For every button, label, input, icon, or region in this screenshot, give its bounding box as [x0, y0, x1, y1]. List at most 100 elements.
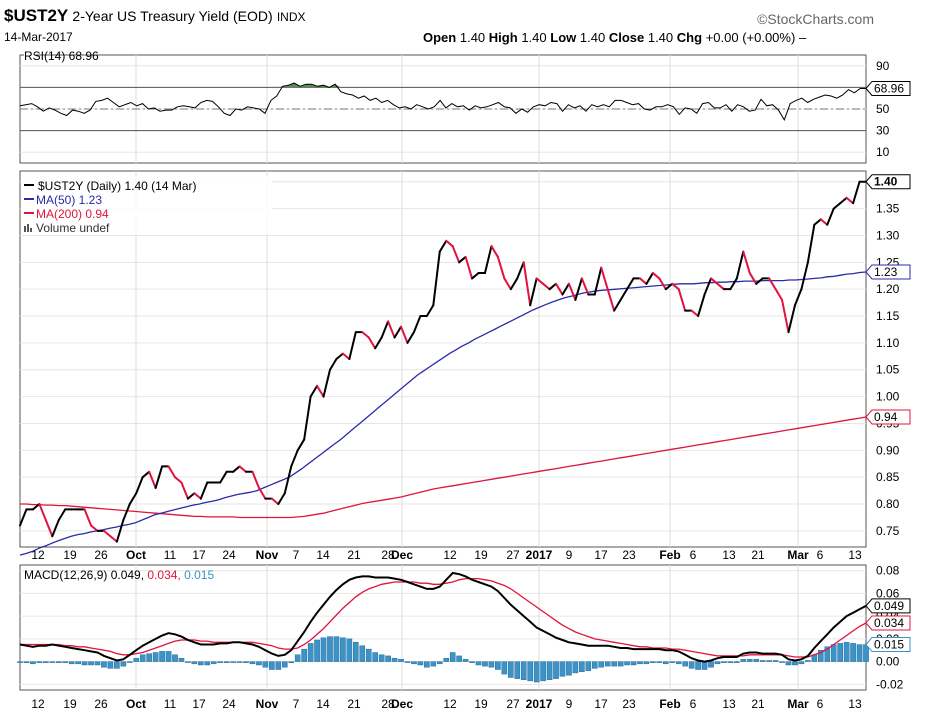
- macd-xtick-label: 9: [566, 697, 573, 711]
- macd-xtick-label: 13: [848, 697, 862, 711]
- price-xtick-label: 11: [164, 548, 177, 562]
- stockcharts-logo[interactable]: ©StockCharts.com: [757, 11, 874, 27]
- macd-hist-bar: [650, 661, 656, 663]
- price-xtick-label: 14: [316, 548, 330, 562]
- rsi-line: [19, 82, 866, 121]
- macd-hist-bar: [824, 646, 831, 662]
- chg-dash: –: [798, 30, 807, 45]
- price-segment: [671, 282, 680, 291]
- rsi-legend-label: RSI(14) 68.96: [24, 49, 99, 63]
- price-xtick-label: 6: [690, 548, 697, 562]
- price-segment: [729, 277, 738, 291]
- macd-hist-bar: [617, 661, 624, 667]
- price-ytick-label: 1.35: [876, 202, 900, 216]
- macd-hist-bar: [527, 661, 533, 682]
- macd-hist-bar: [805, 660, 811, 662]
- price-segment: [793, 288, 803, 307]
- macd-hist-bar: [43, 661, 49, 663]
- price-segment: [703, 277, 713, 296]
- macd-hist-bar: [404, 661, 411, 663]
- price-xtick-label: 23: [622, 548, 636, 562]
- macd-hist-bar: [469, 661, 475, 663]
- price-ytick-label: 0.80: [876, 497, 900, 511]
- price-ytick-label: 0.75: [876, 524, 900, 538]
- macd-hist-bar: [327, 636, 333, 662]
- price-segment: [613, 298, 622, 312]
- macd-hist-bar: [236, 661, 243, 663]
- macd-hist-bar: [604, 661, 611, 667]
- macd-hist-bar: [107, 661, 114, 669]
- chg-value: +0.00 (+0.00%): [705, 30, 796, 45]
- price-xtick-label: 2017: [526, 548, 553, 562]
- macd-hist-bar: [533, 661, 540, 683]
- macd-hist-bar: [727, 661, 734, 663]
- price-segment: [393, 325, 403, 339]
- macd-xtick-label: 23: [622, 697, 636, 711]
- price-segment: [316, 384, 325, 398]
- macd-hist-bar: [766, 660, 772, 662]
- price-segment: [167, 465, 176, 479]
- price-segment: [83, 508, 93, 527]
- macd-hist-bar: [385, 655, 391, 662]
- macd-hist-bar: [540, 661, 546, 682]
- macd-hist-bar: [359, 645, 366, 662]
- macd-ytick-label: -0.02: [876, 677, 904, 691]
- price-segment: [406, 331, 415, 344]
- macd-hist-bar: [482, 661, 488, 667]
- hist-tag-label: 0.015: [874, 638, 904, 652]
- price-segment: [154, 465, 164, 489]
- macd-xtick-label: 2017: [526, 697, 553, 711]
- macd-xtick-label: 26: [94, 697, 108, 711]
- price-segment: [44, 519, 54, 538]
- price-segment: [748, 272, 758, 285]
- price-segment: [529, 277, 538, 307]
- ma200-tag-box: [865, 409, 911, 425]
- macd-hist-bar: [585, 661, 592, 671]
- price-ytick-label: 1.05: [876, 363, 900, 377]
- price-xtick-label: Oct: [126, 548, 146, 562]
- macd-hist-bar: [772, 660, 779, 662]
- price-segment: [328, 358, 338, 371]
- macd-hist-bar: [688, 661, 695, 669]
- price-segment: [800, 261, 809, 291]
- macd-hist-bar: [353, 642, 359, 662]
- hist-tag-box: [865, 637, 911, 653]
- price-segment: [335, 352, 344, 360]
- macd-hist-bar: [88, 661, 94, 666]
- price-xtick-label: 21: [347, 548, 361, 562]
- price-segment: [548, 282, 558, 291]
- macd-hist-bar: [126, 661, 133, 663]
- price-segment: [735, 250, 745, 280]
- price-segment: [516, 261, 525, 280]
- price-segment: [522, 261, 532, 307]
- price-segment: [115, 519, 125, 543]
- macd-xtick-label: 13: [722, 697, 736, 711]
- macd-ytick-label: 0.00: [876, 655, 900, 669]
- price-segment: [180, 481, 189, 500]
- macd-hist-bar: [443, 657, 450, 662]
- price-segment: [806, 223, 816, 264]
- price-segment: [135, 476, 144, 495]
- price-segment: [567, 282, 577, 301]
- macd-xtick-label: 19: [63, 697, 77, 711]
- price-segment: [31, 503, 41, 511]
- price-segment: [626, 277, 635, 291]
- price-segment: [51, 519, 60, 538]
- macd-hist-bar: [721, 661, 727, 663]
- macd-hist-bar: [572, 661, 579, 674]
- macd-hist-bar: [495, 661, 501, 670]
- price-ytick-label: 1.10: [876, 336, 900, 350]
- price-segment: [638, 277, 648, 285]
- price-xtick-label: 12: [31, 548, 45, 562]
- price-segment: [451, 245, 461, 264]
- macd-hist-bar: [488, 661, 495, 668]
- macd-hist-bar: [159, 651, 165, 662]
- macd-hist-bar: [55, 661, 62, 663]
- price-segment: [238, 465, 248, 473]
- price-segment: [845, 196, 855, 205]
- macd-hist-bar: [663, 661, 669, 665]
- macd-xtick-label: 24: [222, 697, 236, 711]
- price-segment: [619, 288, 629, 301]
- macd-hist-bar: [262, 661, 269, 668]
- price-segment: [438, 239, 448, 253]
